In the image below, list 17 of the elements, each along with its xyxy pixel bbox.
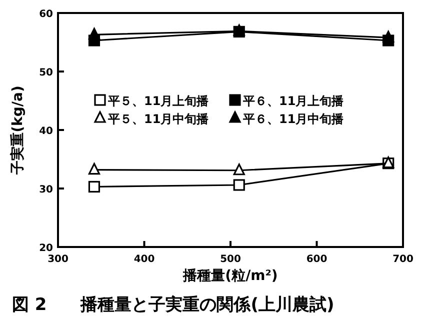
legend-label: 平５、11月上旬播 — [107, 94, 210, 108]
text: 図 2 播種量と子実重の関係(上川農試) — [12, 295, 334, 315]
y-tick-label: 60 — [39, 9, 54, 20]
x-tick-label: 400 — [134, 254, 155, 265]
y-tick-label: 50 — [39, 68, 54, 78]
y-axis-title: 子実重(kg/a) — [9, 86, 26, 176]
x-tick-label: 700 — [392, 254, 414, 265]
y-tick-label: 30 — [39, 184, 54, 196]
x-tick-label: 500 — [220, 254, 241, 265]
x-tick-label: 300 — [48, 254, 68, 265]
x-axis-title: 播種量(粒/m²) — [182, 268, 278, 284]
legend-label: 平５、11月中旬播 — [107, 112, 210, 126]
x-tick-label: 600 — [306, 254, 328, 265]
legend-label: 平６、11月中旬播 — [242, 112, 345, 126]
legend-label: 平６、11月上旬播 — [242, 94, 345, 108]
y-tick-label: 40 — [39, 126, 54, 137]
y-tick-label: 20 — [39, 243, 54, 254]
